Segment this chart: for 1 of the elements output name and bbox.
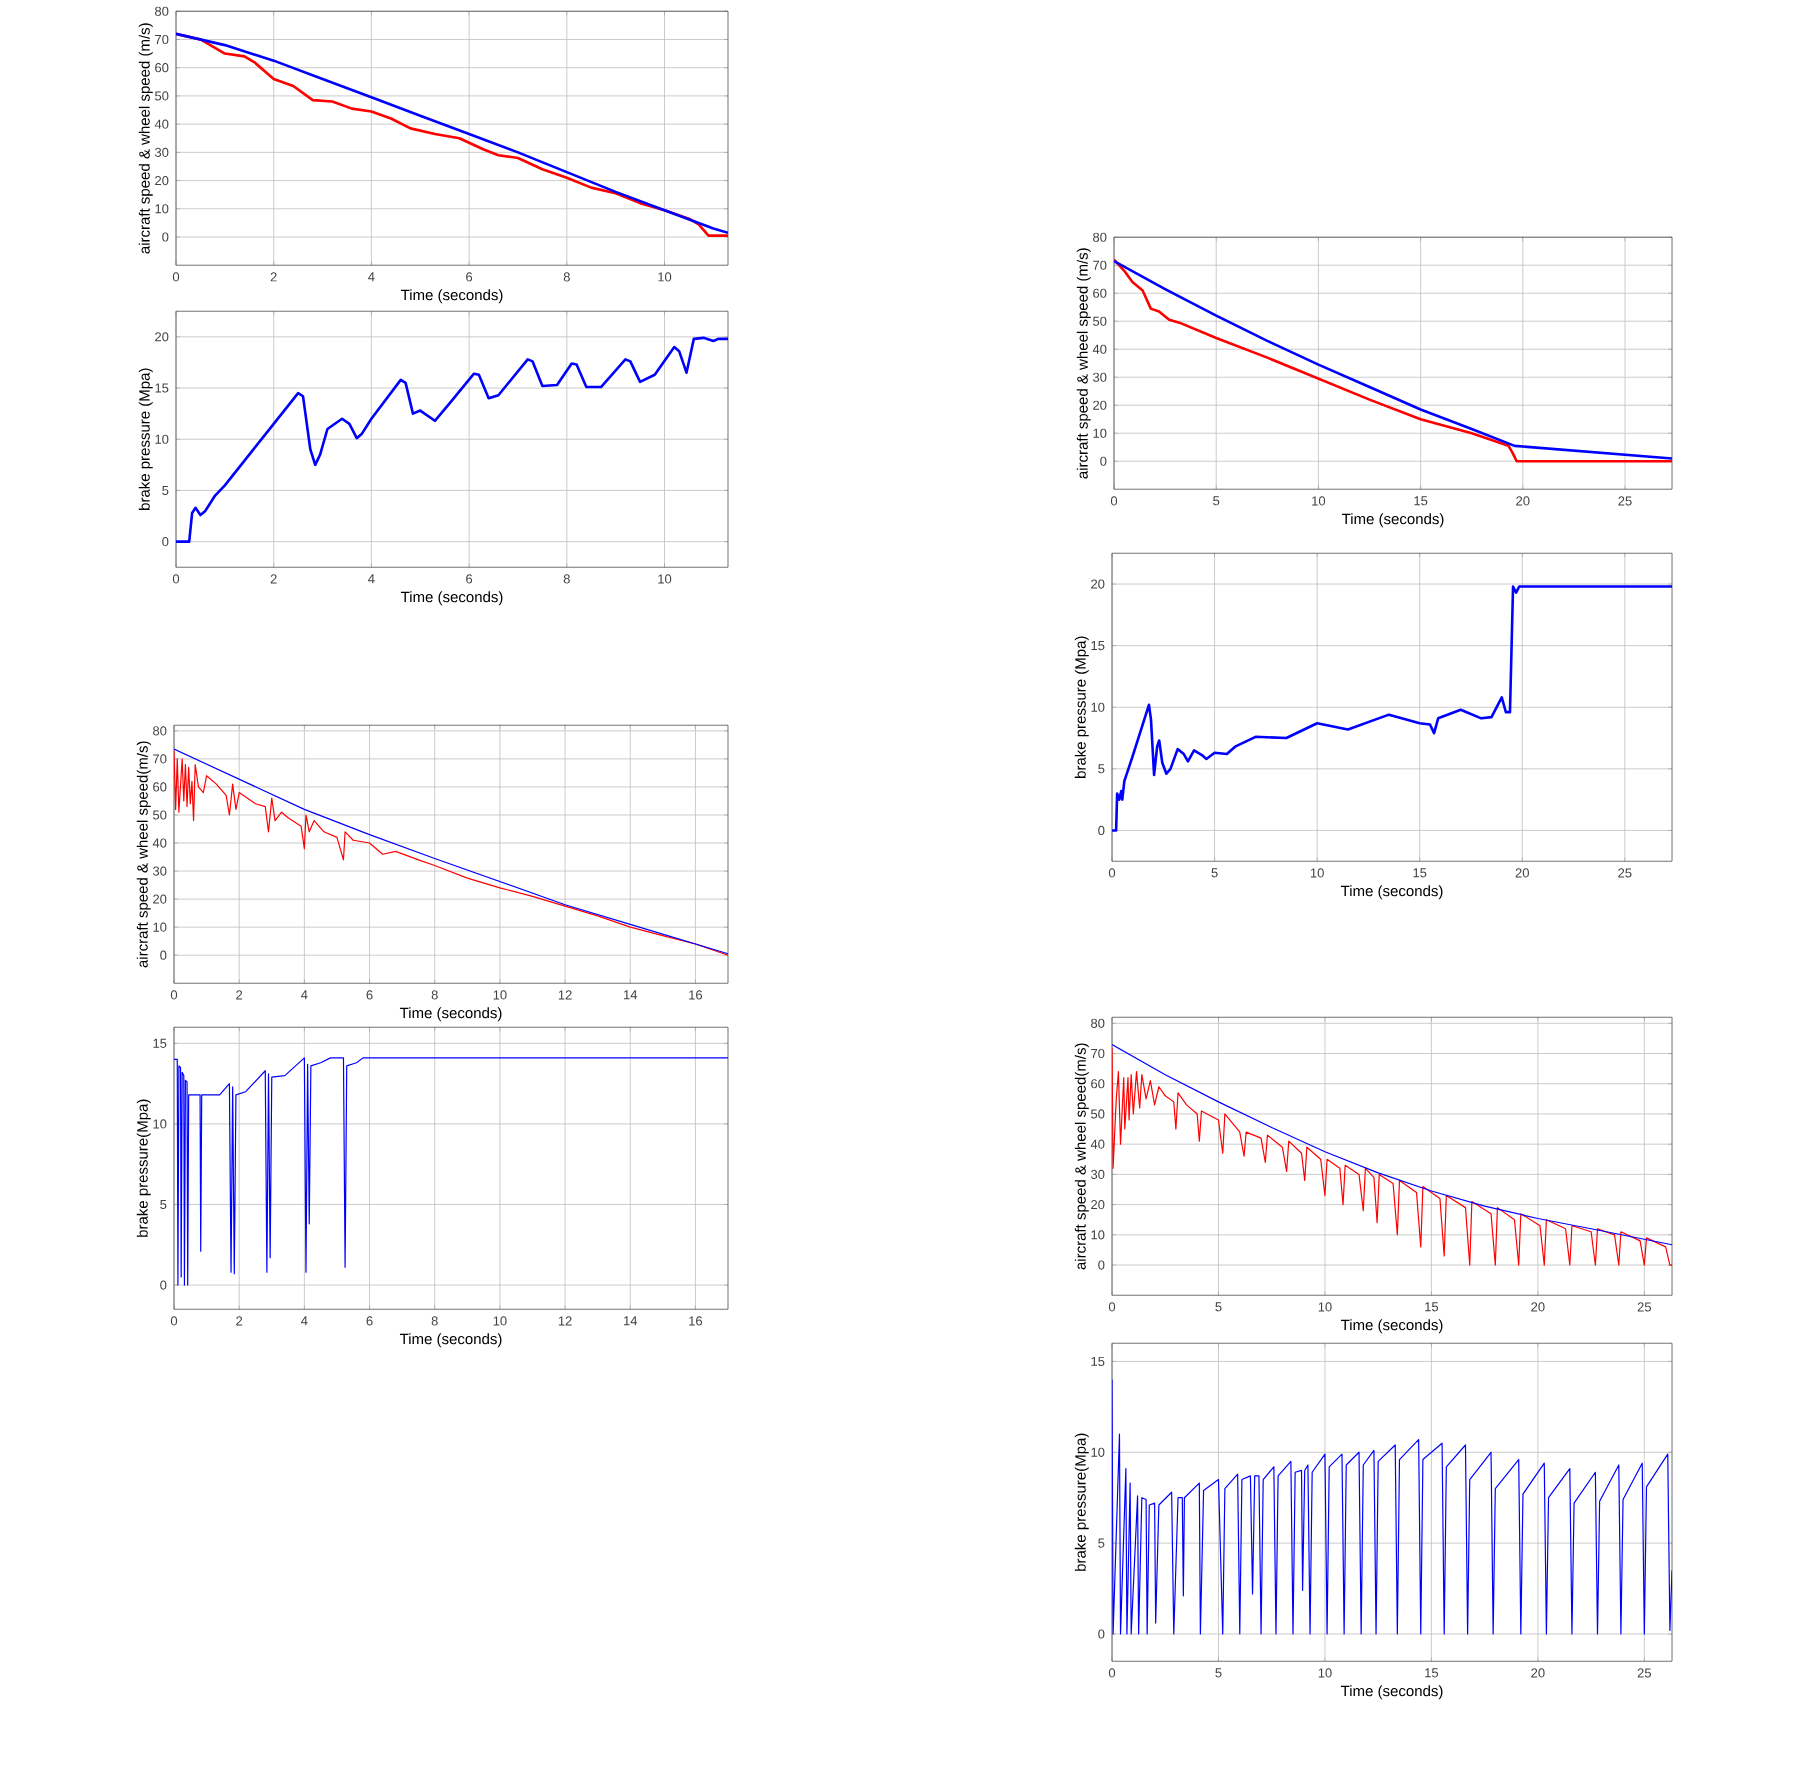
line-series	[174, 1057, 729, 1287]
